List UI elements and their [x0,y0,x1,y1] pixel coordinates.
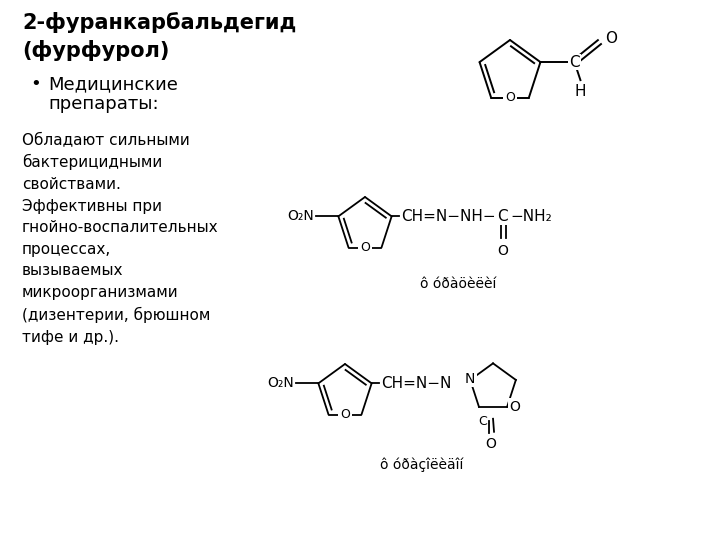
Text: C: C [478,415,487,428]
Text: H: H [575,84,586,99]
Text: C: C [569,55,580,70]
Text: ô óðàçîëèäîí: ô óðàçîëèäîí [380,457,464,471]
Text: O: O [360,241,370,254]
Text: Медицинские: Медицинские [48,75,178,93]
Text: O: O [485,437,497,451]
Text: (фурфурол): (фурфурол) [22,40,169,61]
Text: O: O [509,400,520,414]
Text: CH=N−N: CH=N−N [381,376,451,391]
Text: O: O [498,244,508,258]
Text: C: C [498,209,508,224]
Text: O₂N: O₂N [268,376,294,390]
Text: O: O [606,31,618,45]
Text: O₂N: O₂N [287,210,315,224]
Text: O: O [340,408,350,421]
Text: 2-фуранкарбальдегид: 2-фуранкарбальдегид [22,12,296,33]
Text: −NH₂: −NH₂ [510,209,552,224]
Text: N: N [465,372,475,386]
Text: •: • [30,75,41,93]
Text: ô óðàöèëèí: ô óðàöèëèí [420,277,496,291]
Text: Обладают сильными
бактерицидными
свойствами.
Эффективны при
гнойно-воспалительны: Обладают сильными бактерицидными свойств… [22,132,219,345]
Text: CH=N−NH−: CH=N−NH− [400,209,495,224]
Text: препараты:: препараты: [48,95,158,113]
Text: O: O [505,91,515,104]
